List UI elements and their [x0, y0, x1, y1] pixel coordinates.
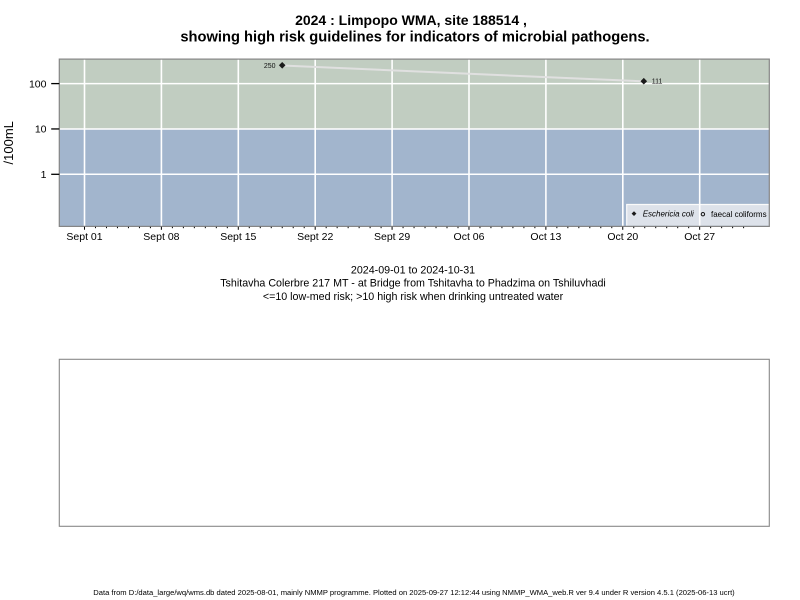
svg-text:Oct 20: Oct 20	[607, 231, 638, 243]
svg-text:250: 250	[264, 63, 276, 70]
svg-text:Sept 01: Sept 01	[66, 231, 102, 243]
svg-text:Sept 15: Sept 15	[220, 231, 256, 243]
svg-text:Sept 29: Sept 29	[374, 231, 410, 243]
svg-text:showing high risk guidelines f: showing high risk guidelines for indicat…	[180, 30, 649, 46]
svg-text:Oct 27: Oct 27	[684, 231, 715, 243]
svg-text:Eschericia coli: Eschericia coli	[643, 210, 694, 219]
svg-text:Sept 08: Sept 08	[143, 231, 179, 243]
svg-text:100: 100	[29, 78, 47, 90]
svg-text:Oct 06: Oct 06	[454, 231, 485, 243]
svg-text:<=10 low-med risk; >10 high ri: <=10 low-med risk; >10 high risk when dr…	[263, 291, 564, 303]
svg-text:10: 10	[35, 124, 47, 136]
svg-text:Tshitavha Colerbre 217 MT - at: Tshitavha Colerbre 217 MT - at Bridge fr…	[220, 278, 606, 290]
svg-text:2024 : Limpopo WMA, site 18851: 2024 : Limpopo WMA, site 188514 ,	[295, 12, 527, 28]
svg-text:111: 111	[652, 79, 663, 86]
svg-text:Data from D:/data_large/wq/wms: Data from D:/data_large/wq/wms.db dated …	[93, 588, 735, 597]
svg-text:2024-09-01 to 2024-10-31: 2024-09-01 to 2024-10-31	[351, 265, 475, 277]
svg-text:1: 1	[41, 169, 47, 181]
svg-text:faecal coliforms: faecal coliforms	[711, 210, 767, 219]
svg-text:Sept 22: Sept 22	[297, 231, 333, 243]
svg-text:/100mL: /100mL	[1, 121, 16, 164]
svg-text:Oct 13: Oct 13	[530, 231, 561, 243]
